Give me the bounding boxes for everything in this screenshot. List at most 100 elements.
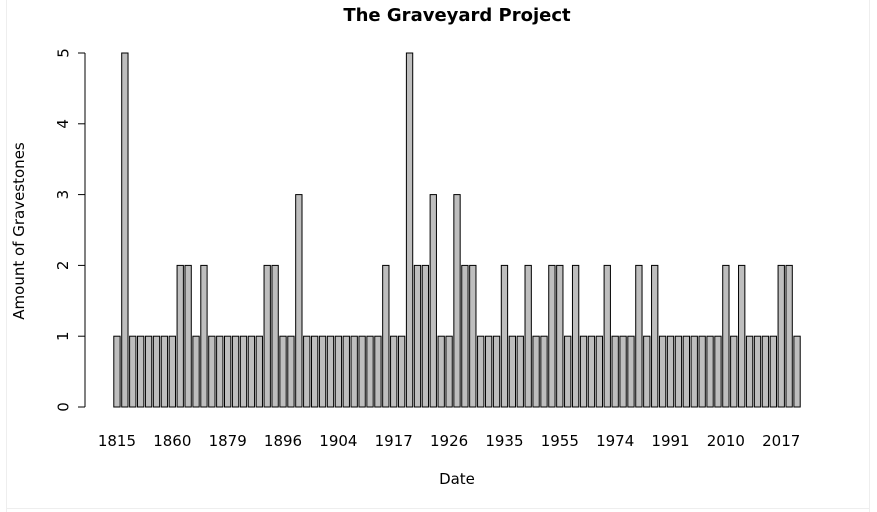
bar [231,335,240,408]
x-axis-label: Date [439,470,475,488]
x-tick-label: 2017 [762,432,800,450]
bar [500,264,509,408]
bar [587,335,596,408]
x-tick-label: 1815 [98,432,136,450]
bar [176,264,184,408]
bar [603,264,611,408]
x-tick-label: 1926 [430,432,468,450]
bar [516,335,524,408]
bar [129,335,137,408]
bar [184,264,192,408]
bar [247,335,256,408]
bar [350,335,358,408]
bar [753,335,762,408]
x-tick-label: 1917 [375,432,413,450]
bar [208,335,216,408]
x-tick-label: 1904 [319,432,357,450]
bar [413,264,422,408]
x-tick-label: 1879 [209,432,247,450]
bar [532,335,540,408]
bar [239,335,248,408]
bar [144,335,153,408]
y-tick-label: 5 [54,48,72,58]
x-tick-label: 1896 [264,432,302,450]
bar [200,264,208,408]
bar [326,335,335,408]
bar [390,335,398,408]
bar [698,335,706,408]
bar [540,335,548,408]
frame-right-edge [869,0,870,512]
bar [152,335,161,408]
bar [508,335,517,408]
bar [310,335,319,408]
bar [121,52,129,408]
bar [224,335,232,408]
bar [255,335,263,408]
bar [453,194,461,408]
bar [461,264,469,408]
x-tick-label: 1860 [153,432,191,450]
bar [548,264,556,408]
bar [706,335,714,408]
bar [168,335,176,408]
y-tick-label: 0 [54,402,72,412]
bar [429,194,437,408]
bar [682,335,690,408]
bar [374,335,382,408]
x-tick-label: 1974 [596,432,634,450]
bar [397,335,406,408]
bar [342,335,350,408]
bar [279,335,287,408]
y-axis-label: Amount of Gravestones [10,142,28,320]
bar [113,335,121,408]
bar [477,335,485,408]
bar [524,264,532,408]
bar [421,264,430,408]
bar [595,335,604,408]
bar [382,264,390,408]
bar [579,335,588,408]
bar [366,335,374,408]
bar [437,335,445,408]
bar [318,335,327,408]
y-tick-label: 2 [54,261,72,271]
bar [303,335,311,408]
x-tick-label: 1935 [485,432,523,450]
bar [295,194,303,408]
bar [619,335,627,408]
chart-title: The Graveyard Project [343,5,571,26]
bar [445,335,453,408]
bar [469,264,477,408]
bar [484,335,493,408]
bar [643,335,651,408]
x-tick-label: 2010 [707,432,745,450]
bar [777,264,785,408]
bar [160,335,169,408]
bar [785,264,793,408]
bar [334,335,343,408]
bar [793,335,801,408]
bar [358,335,366,408]
x-tick-label: 1955 [541,432,579,450]
frame-left-edge [6,0,7,512]
bar [769,335,777,408]
bar [571,264,580,408]
y-tick-label: 4 [54,119,72,129]
bar [556,264,564,408]
x-tick-label: 1991 [651,432,689,450]
bar [714,335,722,408]
bar [651,264,659,408]
bar [287,335,295,408]
bar [492,335,501,408]
y-tick-label: 3 [54,190,72,200]
x-tick-labels: 1815 1860 1879 1896 1904 1917 1926 1935 1955 1974… [98,432,800,450]
bar [674,335,683,408]
bars-group [113,52,801,408]
bar [216,335,224,408]
bar [137,335,145,408]
bar [635,264,643,408]
bar [666,335,675,408]
bar [192,335,200,408]
